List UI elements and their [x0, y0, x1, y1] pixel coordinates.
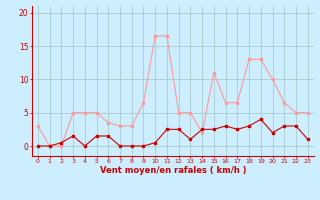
X-axis label: Vent moyen/en rafales ( km/h ): Vent moyen/en rafales ( km/h )	[100, 166, 246, 175]
